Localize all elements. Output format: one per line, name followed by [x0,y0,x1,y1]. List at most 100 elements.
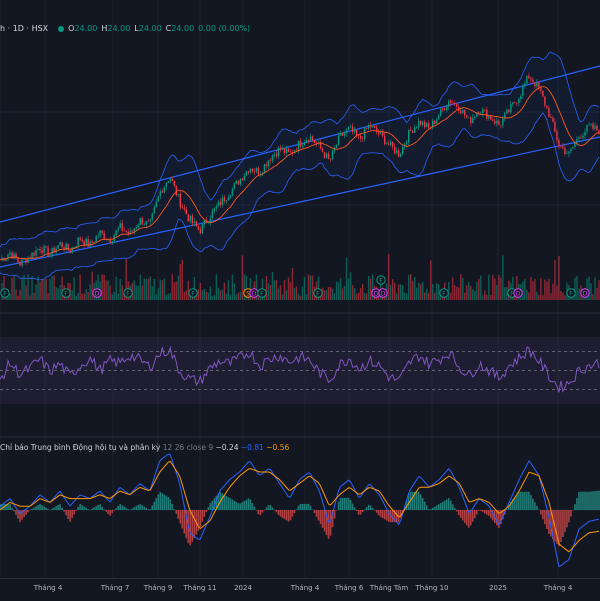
candle-body [335,145,338,148]
volume-bar [113,291,115,300]
macd-hist-bar [275,510,278,513]
macd-hist-bar [243,500,246,510]
event-label: D [95,291,100,298]
macd-hist-bar [31,508,33,510]
macd-hist-bar [514,496,516,510]
candle-body [560,146,562,147]
volume-bar [239,291,242,300]
ohlc-low: L24.00 [134,24,162,33]
macd-hist-bar [177,510,180,519]
volume-bar [460,274,462,300]
event-marker [566,288,576,298]
macd-pane[interactable] [0,453,600,567]
candle-body [498,120,500,125]
macd-legend[interactable]: Chỉ báo Trung bình Động hội tụ và phân k… [0,443,289,452]
volume-bar [265,275,268,300]
volume-bar [516,275,518,300]
ohlc-open: O24.00 [68,24,98,33]
volume-bar [247,295,250,300]
macd-hist-bar [139,504,142,510]
macd-hist-bar [295,509,298,510]
macd-hist-bar [542,510,544,520]
macd-title: Chỉ báo Trung bình Động hội tụ và phân k… [0,443,161,452]
candle-body [339,133,342,136]
macd-hist-bar [343,497,346,510]
candle-body [586,124,588,132]
candle-body [337,135,340,146]
macd-hist-bar [137,504,140,510]
price-pane[interactable]: F F D F F S D F F D DFF F D F D [0,51,600,300]
macd-hist-bar [199,510,202,527]
event-marker [188,288,198,298]
volume-bar [35,284,37,300]
macd-hist-bar [79,504,81,510]
channel-lower [0,136,600,268]
macd-hist-bar [323,510,326,532]
candle-body [217,201,220,207]
candle-body [526,76,528,84]
candle-body [446,106,448,111]
candle-body [27,257,29,263]
macd-hist-bar [586,491,588,510]
rsi-pane[interactable] [0,337,600,404]
candle-body [11,252,13,259]
macd-hist-bar [235,501,238,510]
candle-body [19,262,21,266]
volume-bar [588,276,590,300]
volume-bar [542,295,544,300]
macd-hist-bar [71,510,73,519]
candle-body [111,240,113,244]
volume-bar [550,293,552,300]
candle-body [576,138,578,144]
macd-hist-bar [67,510,69,519]
candle-body [141,217,143,225]
candle-body [247,171,250,173]
macd-hist-bar [271,507,274,510]
macd-hist-bar [389,510,392,523]
volume-bar [331,288,334,300]
macd-hist-bar [550,510,552,537]
time-axis[interactable]: Tháng 4 Tháng 7 Tháng 9 Tháng 11 2024 Tháng 4… [0,578,600,601]
volume-bar [299,295,302,300]
symbol-title[interactable]: h · 1D · HSX [0,24,49,33]
macd-hist-bar [91,508,93,510]
candle-body [309,136,312,142]
macd-hist-bar [437,504,440,510]
moving-averages [0,86,600,261]
candle-body [333,147,336,151]
volume-bar [145,279,147,300]
volume-bar [177,275,179,300]
volume-bar [79,274,81,300]
volume-bar [17,295,19,300]
macd-hist-bar [95,506,97,510]
macd-hist-bar [415,491,418,510]
event-label: F [64,291,68,298]
volume-bar [283,280,286,300]
volume-bar [434,292,436,300]
candle-body [213,208,216,211]
volume-bar [524,279,526,300]
volume-bar [85,289,87,300]
volume-bar [139,274,141,300]
candle-body [31,252,33,259]
macd-hist-bar [311,509,314,510]
candle-body [231,188,234,196]
candle-body [23,259,25,260]
candle-body [103,232,105,240]
volume-bar [464,292,466,300]
candle-body [313,139,316,143]
volume-bar [175,281,177,300]
volume-bar [500,277,502,300]
macd-hist-bar [588,491,590,510]
macd-hist-bar [19,510,21,523]
candle-body [399,154,402,157]
candle-body [321,148,324,153]
macd-hist-bar [303,503,306,510]
candle-body [422,121,424,125]
volume-bar [361,283,364,300]
candle-body [383,135,386,145]
macd-hist-bar [159,492,162,510]
candle-body [484,109,486,110]
event-markers[interactable]: F F D F F S D F F D DFF F D F D [0,275,590,298]
